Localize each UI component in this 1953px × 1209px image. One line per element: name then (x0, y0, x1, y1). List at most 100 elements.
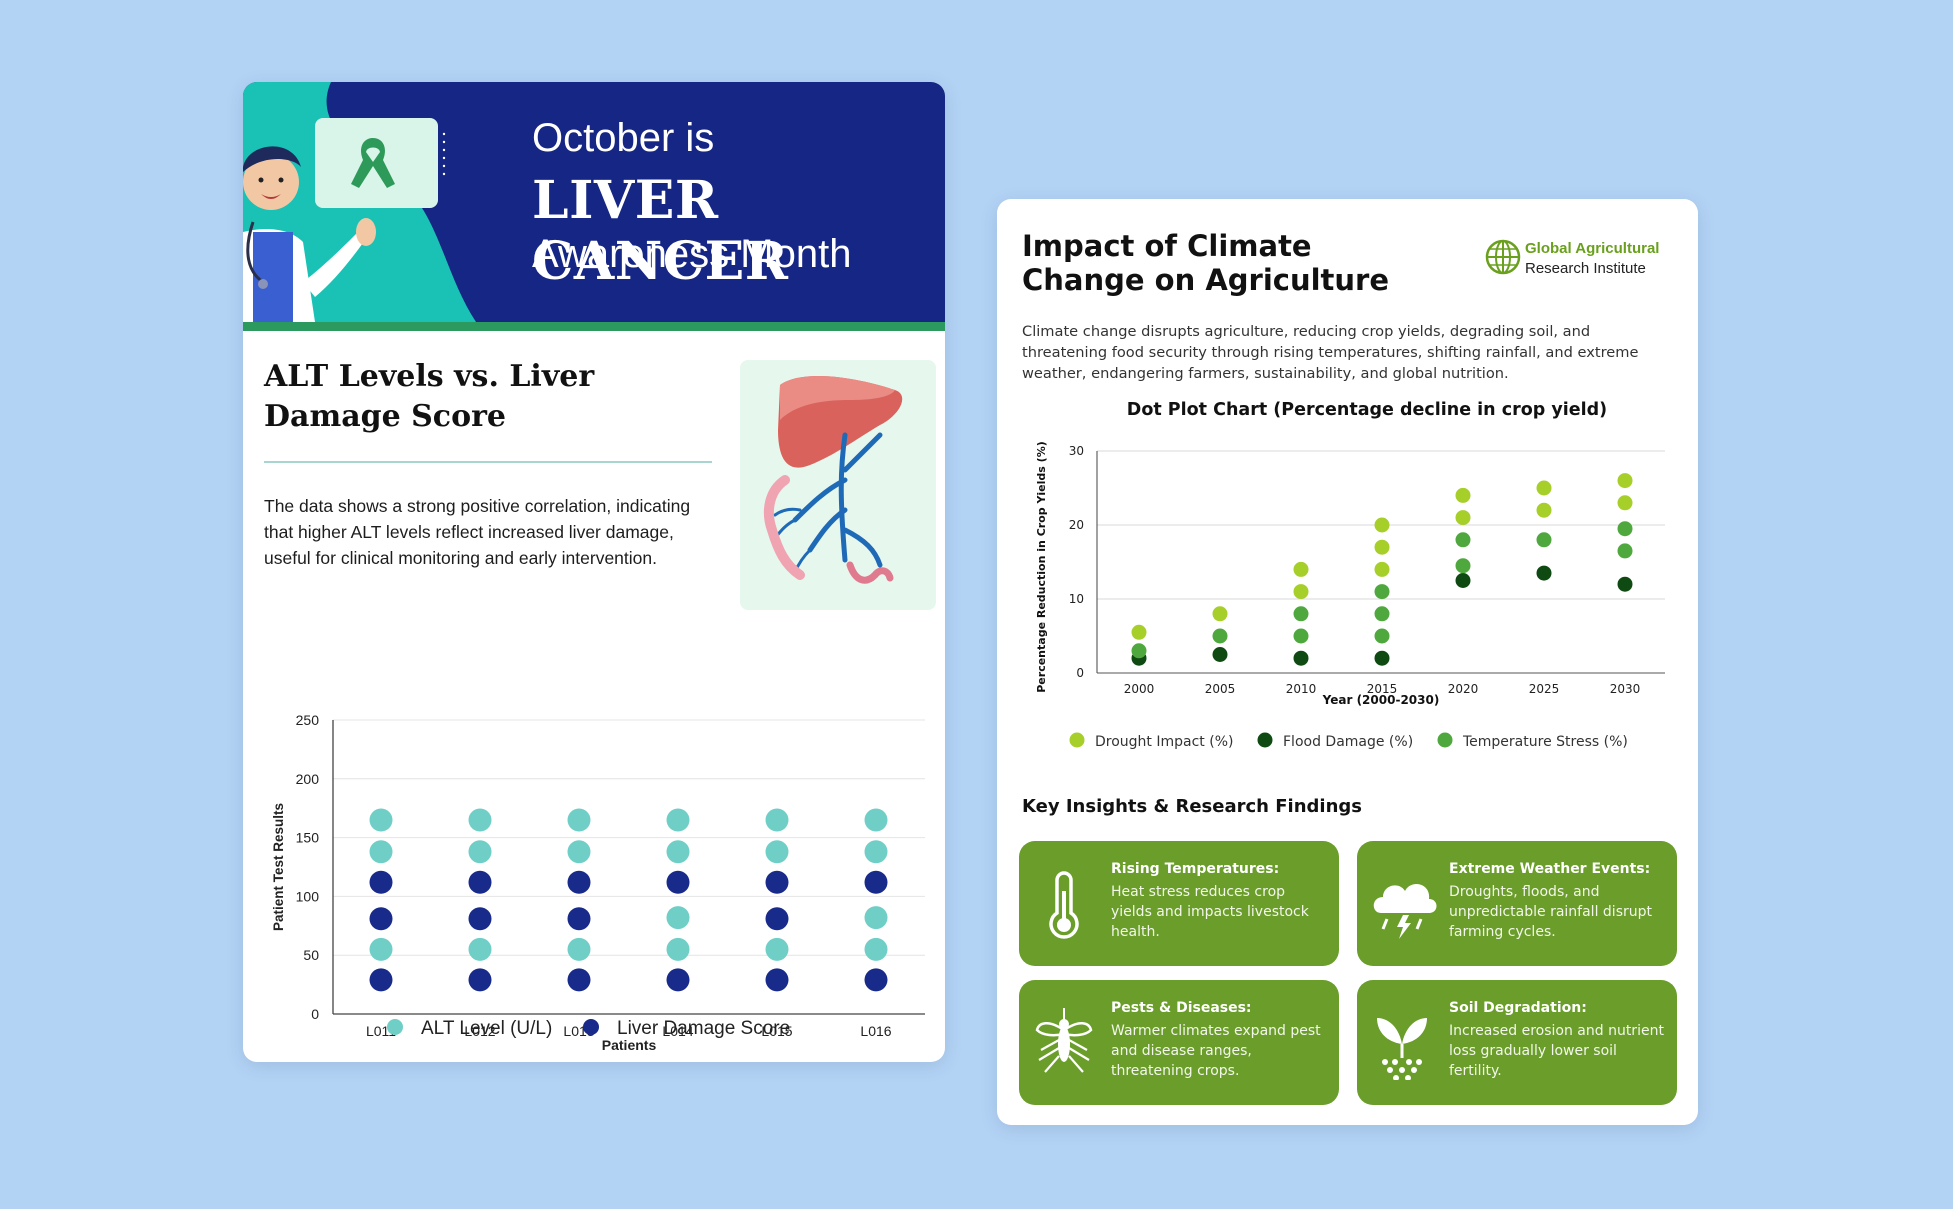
data-point (1536, 502, 1552, 518)
data-point (567, 968, 591, 992)
data-point (468, 870, 492, 894)
liver-organ-icon (763, 375, 903, 584)
liver-description: The data shows a strong positive correla… (264, 496, 691, 568)
legend-marker (1257, 732, 1273, 748)
data-point (1212, 606, 1228, 622)
data-point (1617, 543, 1633, 559)
data-point (1293, 628, 1309, 644)
data-point (1536, 480, 1552, 496)
data-point (369, 968, 393, 992)
insight-title: Extreme Weather Events: (1449, 861, 1651, 877)
insight-card-extreme-weather: Extreme Weather Events: Droughts, floods… (1357, 841, 1677, 966)
legend-label: Drought Impact (%) (1095, 734, 1233, 750)
title-divider (264, 461, 712, 463)
data-point (369, 840, 393, 864)
data-point (369, 937, 393, 961)
data-point (1455, 487, 1471, 503)
y-tick-label: 200 (296, 771, 320, 787)
data-point (1131, 624, 1147, 640)
data-point (468, 937, 492, 961)
x-tick-label: 2025 (1529, 682, 1560, 696)
globe-icon (1485, 239, 1521, 275)
insight-body: Droughts, floods, and unpredictable rain… (1449, 884, 1652, 940)
data-point (1374, 628, 1390, 644)
x-tick-label: 2000 (1124, 682, 1155, 696)
banner-line-3: Awareness Month (532, 232, 852, 276)
data-point (1212, 628, 1228, 644)
insight-body: Heat stress reduces crop yields and impa… (1111, 884, 1309, 940)
x-tick-label: L016 (860, 1023, 891, 1039)
data-point (1212, 647, 1228, 662)
legend-label: ALT Level (U/L) (421, 1018, 552, 1039)
legend-marker (1437, 732, 1453, 748)
x-tick-label: 2010 (1286, 682, 1317, 696)
data-point (1293, 584, 1309, 600)
y-tick-label: 150 (296, 830, 320, 846)
data-point (1455, 573, 1471, 588)
x-tick-label: L015 (761, 1023, 792, 1039)
y-tick-label: 0 (1076, 666, 1084, 680)
data-point (666, 808, 690, 832)
data-point (765, 808, 789, 832)
banner-line-2: LIVER CANCER (532, 170, 789, 292)
y-tick-label: 10 (1069, 592, 1084, 606)
x-tick-label: 2020 (1448, 682, 1479, 696)
data-point (1536, 532, 1552, 548)
data-point (864, 808, 888, 832)
data-point (1617, 576, 1633, 592)
data-point (1617, 495, 1633, 511)
data-point (765, 870, 789, 894)
insight-title: Pests & Diseases: (1111, 1000, 1252, 1016)
insight-body: Warmer climates expand pest and disease … (1111, 1023, 1321, 1079)
x-tick-label: L012 (464, 1023, 495, 1039)
x-tick-label: 2030 (1610, 682, 1641, 696)
banner-stripe (243, 322, 945, 331)
insight-body: Increased erosion and nutrient loss grad… (1449, 1023, 1664, 1079)
y-axis-label: Percentage Reduction in Crop Yields (%) (1035, 441, 1048, 693)
liver-chart-title: ALT Levels vs. Liver Damage Score (264, 359, 595, 434)
data-point (1455, 532, 1471, 548)
data-point (1374, 561, 1390, 577)
storm-cloud-icon (1373, 884, 1437, 939)
insight-title: Rising Temperatures: (1111, 861, 1280, 877)
data-point (666, 937, 690, 961)
sprout-icon (1377, 1018, 1427, 1080)
legend-label: Temperature Stress (%) (1462, 734, 1628, 750)
org-name-line-2: Research Institute (1525, 260, 1646, 277)
insight-card-pests-diseases: Pests & Diseases: Warmer climates expand… (1019, 980, 1339, 1105)
data-point (468, 907, 492, 931)
data-point (765, 937, 789, 961)
data-point (369, 907, 393, 931)
y-tick-label: 100 (296, 888, 320, 904)
data-point (1374, 650, 1390, 666)
data-point (1455, 510, 1471, 526)
liver-banner: October is LIVER CANCER Awareness Month (243, 82, 945, 322)
insight-title: Soil Degradation: (1449, 1000, 1587, 1016)
liver-illustration (740, 360, 936, 610)
y-tick-label: 30 (1069, 444, 1084, 458)
legend-marker (583, 1019, 599, 1035)
climate-title: Impact of Climate Change on Agriculture (1022, 229, 1390, 297)
data-point (1617, 521, 1633, 537)
data-point (864, 906, 888, 930)
legend-marker (387, 1019, 403, 1035)
legend-marker (1069, 732, 1085, 748)
data-point (567, 840, 591, 864)
climate-infographic-card: Impact of Climate Change on Agriculture … (997, 199, 1698, 1125)
data-point (567, 937, 591, 961)
x-axis-label: Patients (602, 1037, 657, 1052)
y-tick-label: 250 (296, 712, 320, 728)
data-point (864, 937, 888, 961)
climate-description: Climate change disrupts agriculture, red… (1022, 323, 1639, 382)
x-tick-label: L014 (662, 1023, 693, 1039)
data-point (666, 840, 690, 864)
mosquito-icon (1035, 1008, 1093, 1073)
data-point (666, 870, 690, 894)
data-point (864, 968, 888, 992)
doctor-illustration (243, 82, 476, 322)
data-point (765, 907, 789, 931)
legend-label: Liver Damage Score (617, 1018, 790, 1039)
data-point (369, 870, 393, 894)
chart-title: Dot Plot Chart (Percentage decline in cr… (1127, 400, 1607, 420)
data-point (468, 840, 492, 864)
